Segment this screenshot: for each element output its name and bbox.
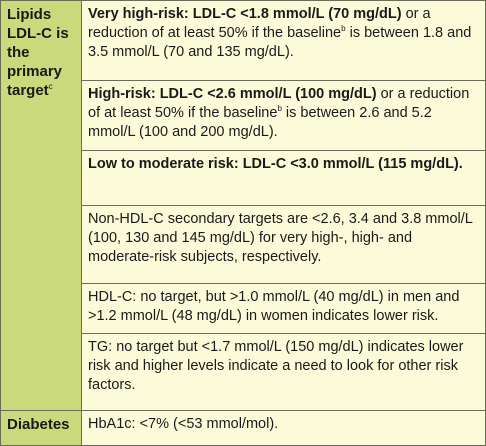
bold-text: Very high-risk: LDL-C <1.8 mmol/L (70 mg… — [88, 6, 402, 22]
table-cell: HbA1c: <7% (<53 mmol/mol). — [81, 410, 486, 446]
bold-text: Diabetes — [7, 416, 70, 433]
table-cell: TG: no target but <1.7 mmol/L (150 mg/dL… — [81, 333, 486, 411]
table-cell: Non-HDL-C secondary targets are <2.6, 3.… — [81, 205, 486, 284]
table-cell: High-risk: LDL-C <2.6 mmol/L (100 mg/dL)… — [81, 80, 486, 151]
text: is between 1.8 and 3.5 mmol/L (70 and 13… — [88, 25, 472, 60]
table-cell: Low to moderate risk: LDL-C <3.0 mmol/L … — [81, 150, 486, 206]
text: TG: no target but <1.7 mmol/L (150 mg/dL… — [88, 339, 464, 393]
text: Non-HDL-C secondary targets are <2.6, 3.… — [88, 211, 473, 265]
bold-text: Low to moderate risk: LDL-C <3.0 mmol/L … — [88, 156, 463, 172]
table-row: Non-HDL-C secondary targets are <2.6, 3.… — [1, 205, 486, 284]
text: is between 2.6 and 5.2 mmol/L (100 and 2… — [88, 105, 432, 140]
text: or a reduction of at least 50% if the ba… — [88, 6, 431, 41]
text: HDL-C: no target, but >1.0 mmol/L (40 mg… — [88, 289, 460, 324]
row-header: Lipids LDL-C is the primary targetc — [0, 0, 82, 411]
superscript: b — [277, 104, 282, 114]
table-row: High-risk: LDL-C <2.6 mmol/L (100 mg/dL)… — [1, 80, 486, 151]
text: HbA1c: <7% (<53 mmol/mol). — [88, 416, 279, 432]
text: or a reduction of at least 50% if the ba… — [88, 86, 470, 121]
table-row: HDL-C: no target, but >1.0 mmol/L (40 mg… — [1, 283, 486, 334]
table-row: Diabetes HbA1c: <7% (<53 mmol/mol). — [0, 410, 486, 446]
table-row: TG: no target but <1.7 mmol/L (150 mg/dL… — [1, 333, 486, 411]
bold-text: High-risk: LDL-C <2.6 mmol/L (100 mg/dL) — [88, 86, 377, 102]
superscript: b — [341, 24, 346, 34]
table-cell: Very high-risk: LDL-C <1.8 mmol/L (70 mg… — [81, 0, 486, 81]
table-cell: HDL-C: no target, but >1.0 mmol/L (40 mg… — [81, 283, 486, 334]
superscript: c — [48, 82, 53, 91]
row-header: Diabetes — [0, 410, 82, 446]
table-row: Lipids LDL-C is the primary targetc Very … — [0, 0, 486, 411]
table-row: Low to moderate risk: LDL-C <3.0 mmol/L … — [1, 150, 486, 206]
bold-text: Lipids LDL-C is the primary target — [7, 6, 69, 99]
